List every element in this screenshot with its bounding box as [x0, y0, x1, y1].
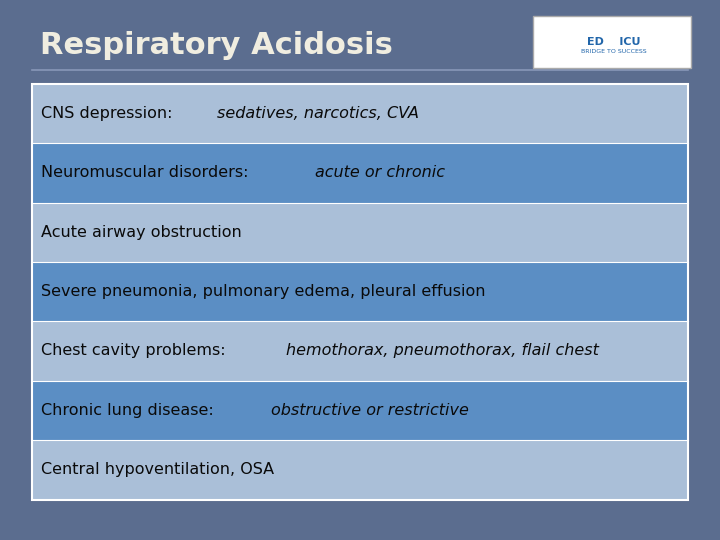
FancyBboxPatch shape: [32, 202, 688, 262]
Text: CNS depression:: CNS depression:: [41, 106, 178, 121]
Text: Chest cavity problems:: Chest cavity problems:: [41, 343, 231, 359]
Text: sedatives, narcotics, CVA: sedatives, narcotics, CVA: [217, 106, 419, 121]
FancyBboxPatch shape: [32, 321, 688, 381]
Text: Neuromuscular disorders:: Neuromuscular disorders:: [41, 165, 253, 180]
Text: obstructive or restrictive: obstructive or restrictive: [271, 403, 469, 418]
Text: Acute airway obstruction: Acute airway obstruction: [41, 225, 242, 240]
Text: Respiratory Acidosis: Respiratory Acidosis: [40, 31, 392, 60]
Text: ED    ICU: ED ICU: [587, 37, 640, 47]
FancyBboxPatch shape: [32, 143, 688, 202]
Text: hemothorax, pneumothorax, flail chest: hemothorax, pneumothorax, flail chest: [286, 343, 599, 359]
Text: Severe pneumonia, pulmonary edema, pleural effusion: Severe pneumonia, pulmonary edema, pleur…: [41, 284, 485, 299]
Text: acute or chronic: acute or chronic: [315, 165, 446, 180]
FancyBboxPatch shape: [32, 440, 688, 500]
Bar: [32, 84, 688, 500]
FancyBboxPatch shape: [533, 16, 691, 68]
Text: Chronic lung disease:: Chronic lung disease:: [41, 403, 219, 418]
FancyBboxPatch shape: [32, 262, 688, 321]
Text: BRIDGE TO SUCCESS: BRIDGE TO SUCCESS: [580, 49, 647, 54]
FancyBboxPatch shape: [32, 84, 688, 143]
Text: Central hypoventilation, OSA: Central hypoventilation, OSA: [41, 462, 274, 477]
FancyBboxPatch shape: [32, 381, 688, 440]
